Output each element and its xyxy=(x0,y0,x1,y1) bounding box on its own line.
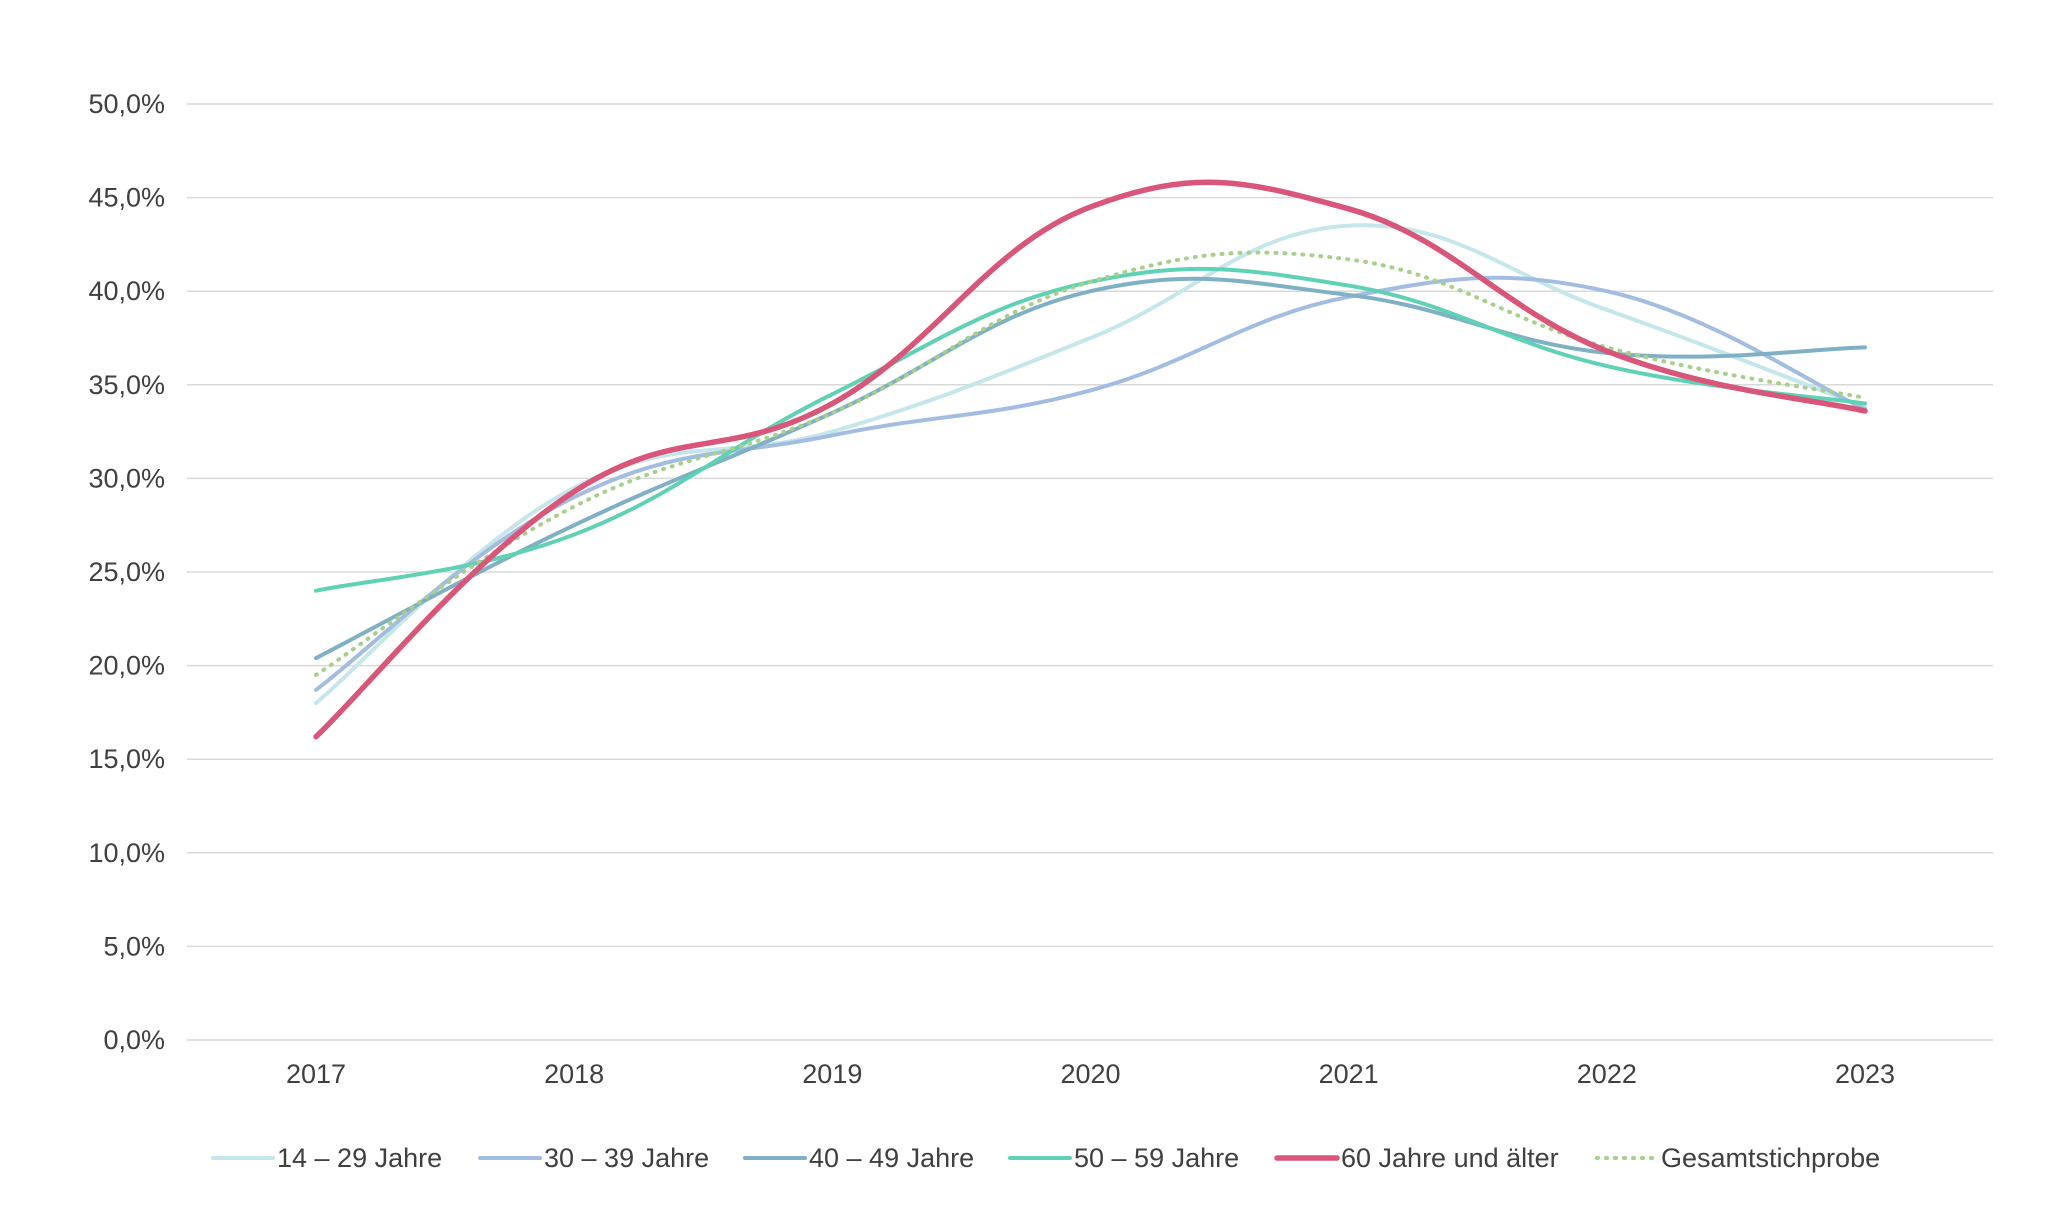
series-lines xyxy=(313,179,1868,740)
series-line-5 xyxy=(313,179,1868,740)
y-tick-label: 20,0% xyxy=(88,651,165,681)
legend: 14 – 29 Jahre 30 – 39 Jahre 40 – 49 Jahre 5… xyxy=(211,1143,1880,1173)
y-tick-label: 35,0% xyxy=(88,370,165,400)
series-line-3 xyxy=(314,276,1867,661)
y-tick-label: 30,0% xyxy=(88,463,165,493)
x-tick-label: 2018 xyxy=(544,1059,604,1089)
legend-label: 14 – 29 Jahre xyxy=(277,1143,442,1173)
legend-label: Gesamtstichprobe xyxy=(1661,1143,1880,1173)
y-tick-label: 40,0% xyxy=(88,276,165,306)
x-tick-label: 2019 xyxy=(802,1059,862,1089)
x-tick-label: 2017 xyxy=(286,1059,346,1089)
x-tick-label: 2020 xyxy=(1060,1059,1120,1089)
series-line-1 xyxy=(314,223,1867,706)
legend-label: 30 – 39 Jahre xyxy=(544,1143,709,1173)
x-axis-ticks: 2017 2018 2019 2020 2021 2022 2023 xyxy=(286,1059,1895,1089)
y-tick-label: 50,0% xyxy=(88,89,165,119)
x-tick-label: 2023 xyxy=(1835,1059,1895,1089)
legend-label: 60 Jahre und älter xyxy=(1341,1143,1559,1173)
series-line-6 xyxy=(314,250,1867,677)
x-tick-label: 2021 xyxy=(1319,1059,1379,1089)
series-line-2 xyxy=(314,275,1867,692)
y-tick-label: 45,0% xyxy=(88,183,165,213)
x-tick-label: 2022 xyxy=(1577,1059,1637,1089)
y-axis-ticks: 0,0% 5,0% 10,0% 15,0% 20,0% 25,0% 30,0% 35,0% 40… xyxy=(88,89,165,1055)
y-tick-label: 0,0% xyxy=(103,1025,165,1055)
y-tick-label: 5,0% xyxy=(103,931,165,961)
y-tick-label: 15,0% xyxy=(88,744,165,774)
y-tick-label: 25,0% xyxy=(88,557,165,587)
legend-label: 50 – 59 Jahre xyxy=(1074,1143,1239,1173)
y-tick-label: 10,0% xyxy=(88,838,165,868)
legend-label: 40 – 49 Jahre xyxy=(809,1143,974,1173)
